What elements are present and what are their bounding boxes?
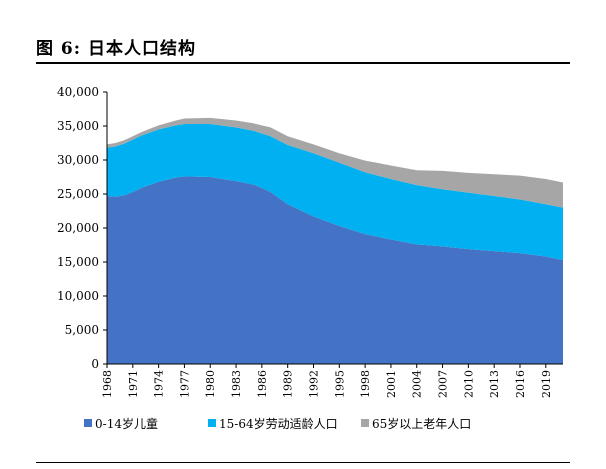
legend-label-1: 0-14岁儿童 <box>95 416 158 431</box>
x-tick-label: 1968 <box>101 370 114 398</box>
x-tick-label: 1971 <box>127 370 140 398</box>
x-tick-label: 1974 <box>153 370 166 398</box>
footer-rule <box>36 462 570 463</box>
x-tick-label: 2019 <box>540 370 553 398</box>
legend-swatch-1 <box>84 419 92 427</box>
x-tick-label: 2004 <box>411 370 424 398</box>
chart-legend: 0-14岁儿童 15-64岁劳动适龄人口 65岁以上老年人口 <box>84 416 471 431</box>
y-tick-label: 40,000 <box>57 85 99 99</box>
figure-title: 图 6: 日本人口结构 <box>36 39 196 59</box>
y-tick-label: 5,000 <box>65 323 99 337</box>
x-tick-label: 1989 <box>282 370 295 398</box>
x-tick-label: 1977 <box>178 370 191 398</box>
x-tick-label: 1995 <box>333 370 346 398</box>
y-tick-label: 20,000 <box>57 221 99 235</box>
y-tick-label: 0 <box>91 357 99 371</box>
x-tick-label: 2016 <box>514 370 527 398</box>
x-tick-label: 1998 <box>359 370 372 398</box>
y-tick-label: 10,000 <box>57 289 99 303</box>
x-tick-label: 1986 <box>256 370 269 398</box>
x-tick-label: 1980 <box>204 370 217 398</box>
x-tick-label: 2001 <box>385 370 398 398</box>
x-tick-label: 1992 <box>307 370 320 398</box>
title-rule <box>36 62 570 64</box>
area-series-3 <box>107 117 563 208</box>
x-tick-label: 1983 <box>230 370 243 398</box>
legend-label-2: 15-64岁劳动适龄人口 <box>219 416 338 431</box>
x-tick-label: 2007 <box>437 370 450 398</box>
y-tick-label: 30,000 <box>57 153 99 167</box>
legend-swatch-2 <box>208 419 216 427</box>
area-series-1 <box>107 176 563 364</box>
y-tick-label: 25,000 <box>57 187 99 201</box>
legend-label-3: 65岁以上老年人口 <box>372 416 471 431</box>
y-tick-label: 15,000 <box>57 255 99 269</box>
area-series-2 <box>107 123 563 260</box>
x-tick-label: 2013 <box>488 370 501 398</box>
y-tick-label: 35,000 <box>57 119 99 133</box>
legend-swatch-3 <box>361 419 369 427</box>
area-layer <box>107 117 563 364</box>
x-tick-label: 2010 <box>462 370 475 398</box>
axes-layer: 0 5,000 10,000 15,000 20,000 25,000 30,000 35,0… <box>57 85 563 398</box>
